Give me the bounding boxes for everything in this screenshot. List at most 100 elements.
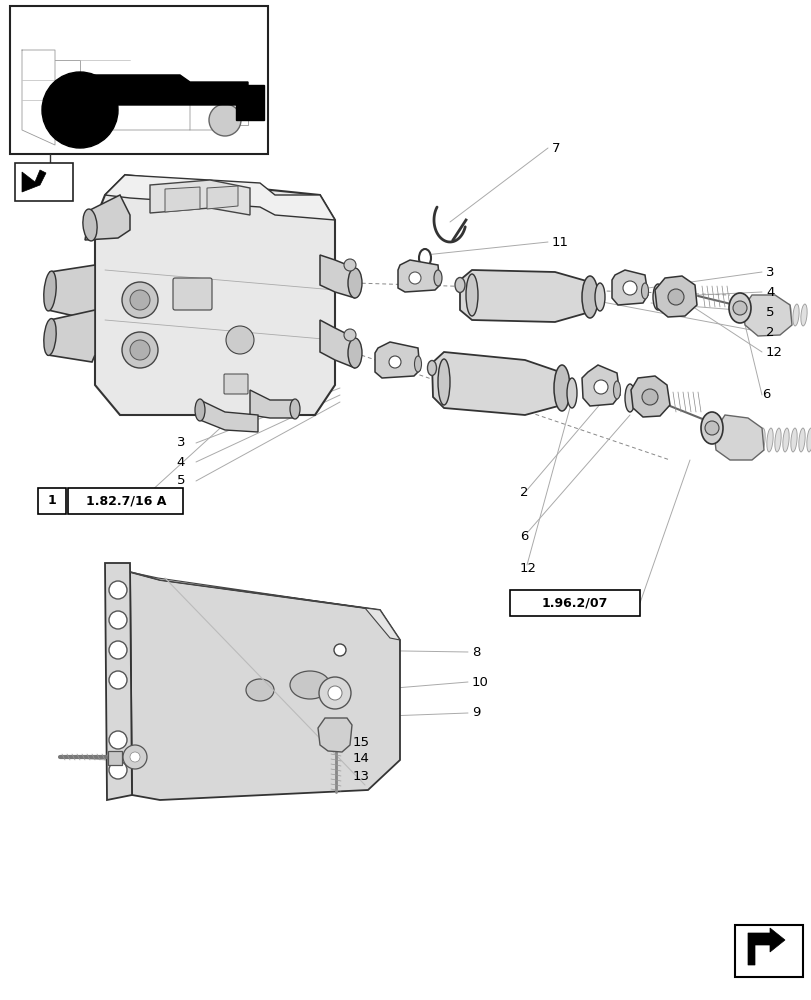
Ellipse shape bbox=[433, 270, 441, 286]
FancyBboxPatch shape bbox=[173, 278, 212, 310]
Ellipse shape bbox=[553, 365, 569, 411]
Ellipse shape bbox=[641, 283, 648, 299]
Circle shape bbox=[109, 671, 127, 689]
Ellipse shape bbox=[348, 338, 362, 368]
Ellipse shape bbox=[581, 276, 597, 318]
Circle shape bbox=[208, 104, 241, 136]
Polygon shape bbox=[654, 276, 696, 317]
Ellipse shape bbox=[44, 271, 56, 311]
Ellipse shape bbox=[437, 359, 449, 405]
Circle shape bbox=[122, 332, 158, 368]
Polygon shape bbox=[207, 186, 238, 209]
Circle shape bbox=[333, 644, 345, 656]
Polygon shape bbox=[318, 718, 351, 752]
Polygon shape bbox=[150, 180, 250, 215]
Bar bbox=[734, 925, 802, 977]
Circle shape bbox=[130, 290, 150, 310]
Text: 9: 9 bbox=[471, 706, 480, 720]
Text: 5: 5 bbox=[765, 306, 774, 318]
Text: 15: 15 bbox=[353, 736, 370, 748]
Polygon shape bbox=[48, 265, 95, 320]
FancyBboxPatch shape bbox=[224, 374, 247, 394]
Circle shape bbox=[388, 356, 401, 368]
Text: 2: 2 bbox=[765, 326, 774, 338]
Circle shape bbox=[344, 329, 355, 341]
Circle shape bbox=[732, 301, 746, 315]
Polygon shape bbox=[250, 390, 294, 418]
Text: 5: 5 bbox=[176, 475, 185, 488]
Ellipse shape bbox=[782, 428, 788, 452]
Circle shape bbox=[42, 72, 118, 148]
Text: 13: 13 bbox=[353, 770, 370, 782]
Bar bbox=[108, 751, 122, 765]
Text: 11: 11 bbox=[551, 235, 569, 248]
Ellipse shape bbox=[800, 304, 806, 326]
Circle shape bbox=[594, 380, 607, 394]
Text: 3: 3 bbox=[176, 436, 185, 450]
Text: 14: 14 bbox=[353, 752, 370, 766]
Polygon shape bbox=[742, 295, 791, 336]
Ellipse shape bbox=[798, 428, 805, 452]
Polygon shape bbox=[397, 260, 440, 292]
Circle shape bbox=[344, 259, 355, 271]
Text: 6: 6 bbox=[519, 530, 528, 542]
Ellipse shape bbox=[784, 304, 790, 326]
Ellipse shape bbox=[774, 428, 780, 452]
Ellipse shape bbox=[776, 304, 782, 326]
Ellipse shape bbox=[195, 399, 204, 421]
Bar bbox=[15, 163, 73, 201]
Polygon shape bbox=[105, 175, 335, 220]
Ellipse shape bbox=[466, 274, 478, 316]
Ellipse shape bbox=[348, 268, 362, 298]
Ellipse shape bbox=[566, 378, 577, 408]
Text: 4: 4 bbox=[177, 456, 185, 468]
Text: 3: 3 bbox=[765, 265, 774, 278]
Ellipse shape bbox=[594, 283, 604, 311]
Circle shape bbox=[704, 421, 718, 435]
Circle shape bbox=[122, 282, 158, 318]
Ellipse shape bbox=[290, 671, 329, 699]
Circle shape bbox=[622, 281, 636, 295]
Polygon shape bbox=[375, 342, 419, 378]
Polygon shape bbox=[95, 175, 335, 415]
Polygon shape bbox=[85, 195, 130, 240]
Ellipse shape bbox=[806, 428, 811, 452]
Bar bbox=[10, 6, 268, 154]
Polygon shape bbox=[80, 75, 247, 105]
Ellipse shape bbox=[624, 384, 634, 412]
Ellipse shape bbox=[246, 679, 273, 701]
Circle shape bbox=[109, 611, 127, 629]
Circle shape bbox=[122, 745, 147, 769]
Ellipse shape bbox=[454, 277, 465, 292]
Circle shape bbox=[225, 326, 254, 354]
Ellipse shape bbox=[728, 293, 750, 323]
Text: 12: 12 bbox=[519, 562, 536, 574]
Circle shape bbox=[667, 289, 683, 305]
Ellipse shape bbox=[414, 356, 421, 372]
Polygon shape bbox=[105, 563, 132, 800]
Text: 8: 8 bbox=[471, 646, 480, 658]
Polygon shape bbox=[431, 352, 561, 415]
Polygon shape bbox=[630, 376, 669, 417]
Ellipse shape bbox=[613, 381, 620, 399]
Circle shape bbox=[109, 731, 127, 749]
Text: 7: 7 bbox=[551, 141, 560, 154]
Ellipse shape bbox=[750, 428, 756, 452]
Bar bbox=[509, 590, 639, 616]
Bar bbox=[38, 488, 66, 514]
Ellipse shape bbox=[427, 360, 436, 375]
Text: 4: 4 bbox=[765, 286, 774, 298]
Ellipse shape bbox=[652, 284, 663, 310]
Ellipse shape bbox=[44, 319, 56, 355]
Circle shape bbox=[130, 340, 150, 360]
Polygon shape bbox=[747, 928, 784, 965]
Bar bbox=[236, 85, 264, 120]
Text: 10: 10 bbox=[471, 676, 488, 688]
Polygon shape bbox=[165, 187, 200, 212]
Circle shape bbox=[319, 677, 350, 709]
Ellipse shape bbox=[290, 399, 299, 419]
Polygon shape bbox=[460, 270, 590, 322]
Polygon shape bbox=[581, 365, 620, 406]
Polygon shape bbox=[200, 400, 258, 432]
Circle shape bbox=[109, 581, 127, 599]
